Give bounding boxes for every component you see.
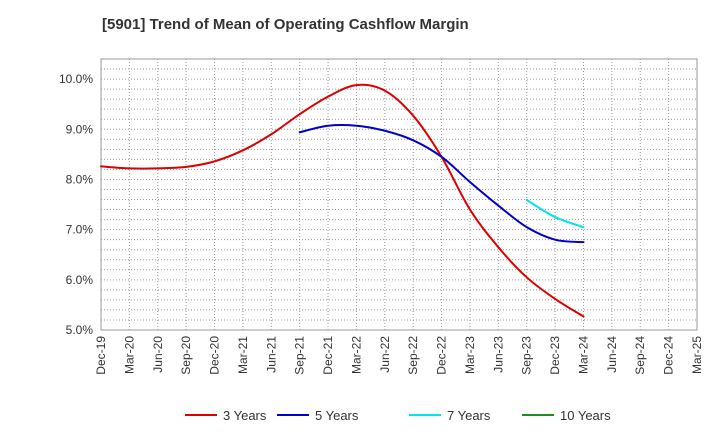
y-tick-label: 7.0% — [66, 223, 94, 237]
x-tick-label: Sep-22 — [406, 336, 420, 375]
legend: 3 Years 5 Years 7 Years 10 Years — [185, 408, 611, 423]
series-line-7-years — [525, 199, 585, 229]
x-tick-label: Jun-20 — [151, 336, 165, 373]
x-tick-label: Sep-20 — [179, 336, 193, 375]
x-tick-label: Dec-22 — [435, 336, 449, 375]
legend-label-7-years: 7 Years — [447, 408, 491, 423]
y-tick-label: 5.0% — [66, 323, 94, 337]
x-tick-label: Sep-24 — [633, 336, 647, 375]
plot-area — [100, 58, 698, 331]
legend-label-3-years: 3 Years — [223, 408, 267, 423]
chart-title: [5901] Trend of Mean of Operating Cashfl… — [102, 16, 469, 33]
y-tick-label: 8.0% — [66, 172, 94, 186]
grid-lines — [101, 59, 697, 330]
y-axis-ticks: 5.0% 6.0% 7.0% 8.0% 9.0% 10.0% — [59, 72, 93, 337]
x-tick-label: Jun-22 — [378, 336, 392, 373]
x-tick-label: Mar-25 — [690, 336, 704, 374]
x-tick-label: Jun-24 — [605, 336, 619, 373]
x-tick-label: Mar-21 — [236, 336, 250, 374]
y-tick-label: 10.0% — [59, 72, 93, 86]
series-lines — [100, 83, 585, 318]
x-tick-label: Sep-21 — [293, 336, 307, 375]
x-tick-label: Mar-24 — [576, 336, 590, 374]
x-tick-label: Mar-20 — [122, 336, 136, 374]
x-tick-label: Mar-22 — [349, 336, 363, 374]
legend-label-10-years: 10 Years — [560, 408, 611, 423]
x-tick-label: Dec-20 — [208, 336, 222, 375]
x-tick-label: Dec-19 — [94, 336, 108, 375]
x-tick-label: Sep-23 — [520, 336, 534, 375]
x-tick-label: Dec-21 — [321, 336, 335, 375]
x-tick-label: Jun-23 — [491, 336, 505, 373]
x-axis-ticks: Dec-19 Mar-20 Jun-20 Sep-20 Dec-20 Mar-21 Jun-… — [94, 336, 704, 375]
y-tick-label: 9.0% — [66, 122, 94, 136]
legend-label-5-years: 5 Years — [315, 408, 359, 423]
x-tick-label: Jun-21 — [264, 336, 278, 373]
series-line-3-years — [100, 83, 585, 318]
y-tick-label: 6.0% — [66, 273, 94, 287]
series-line-5-years — [298, 124, 585, 244]
x-tick-label: Dec-24 — [662, 336, 676, 375]
x-tick-label: Mar-23 — [463, 336, 477, 374]
x-tick-label: Dec-23 — [548, 336, 562, 375]
